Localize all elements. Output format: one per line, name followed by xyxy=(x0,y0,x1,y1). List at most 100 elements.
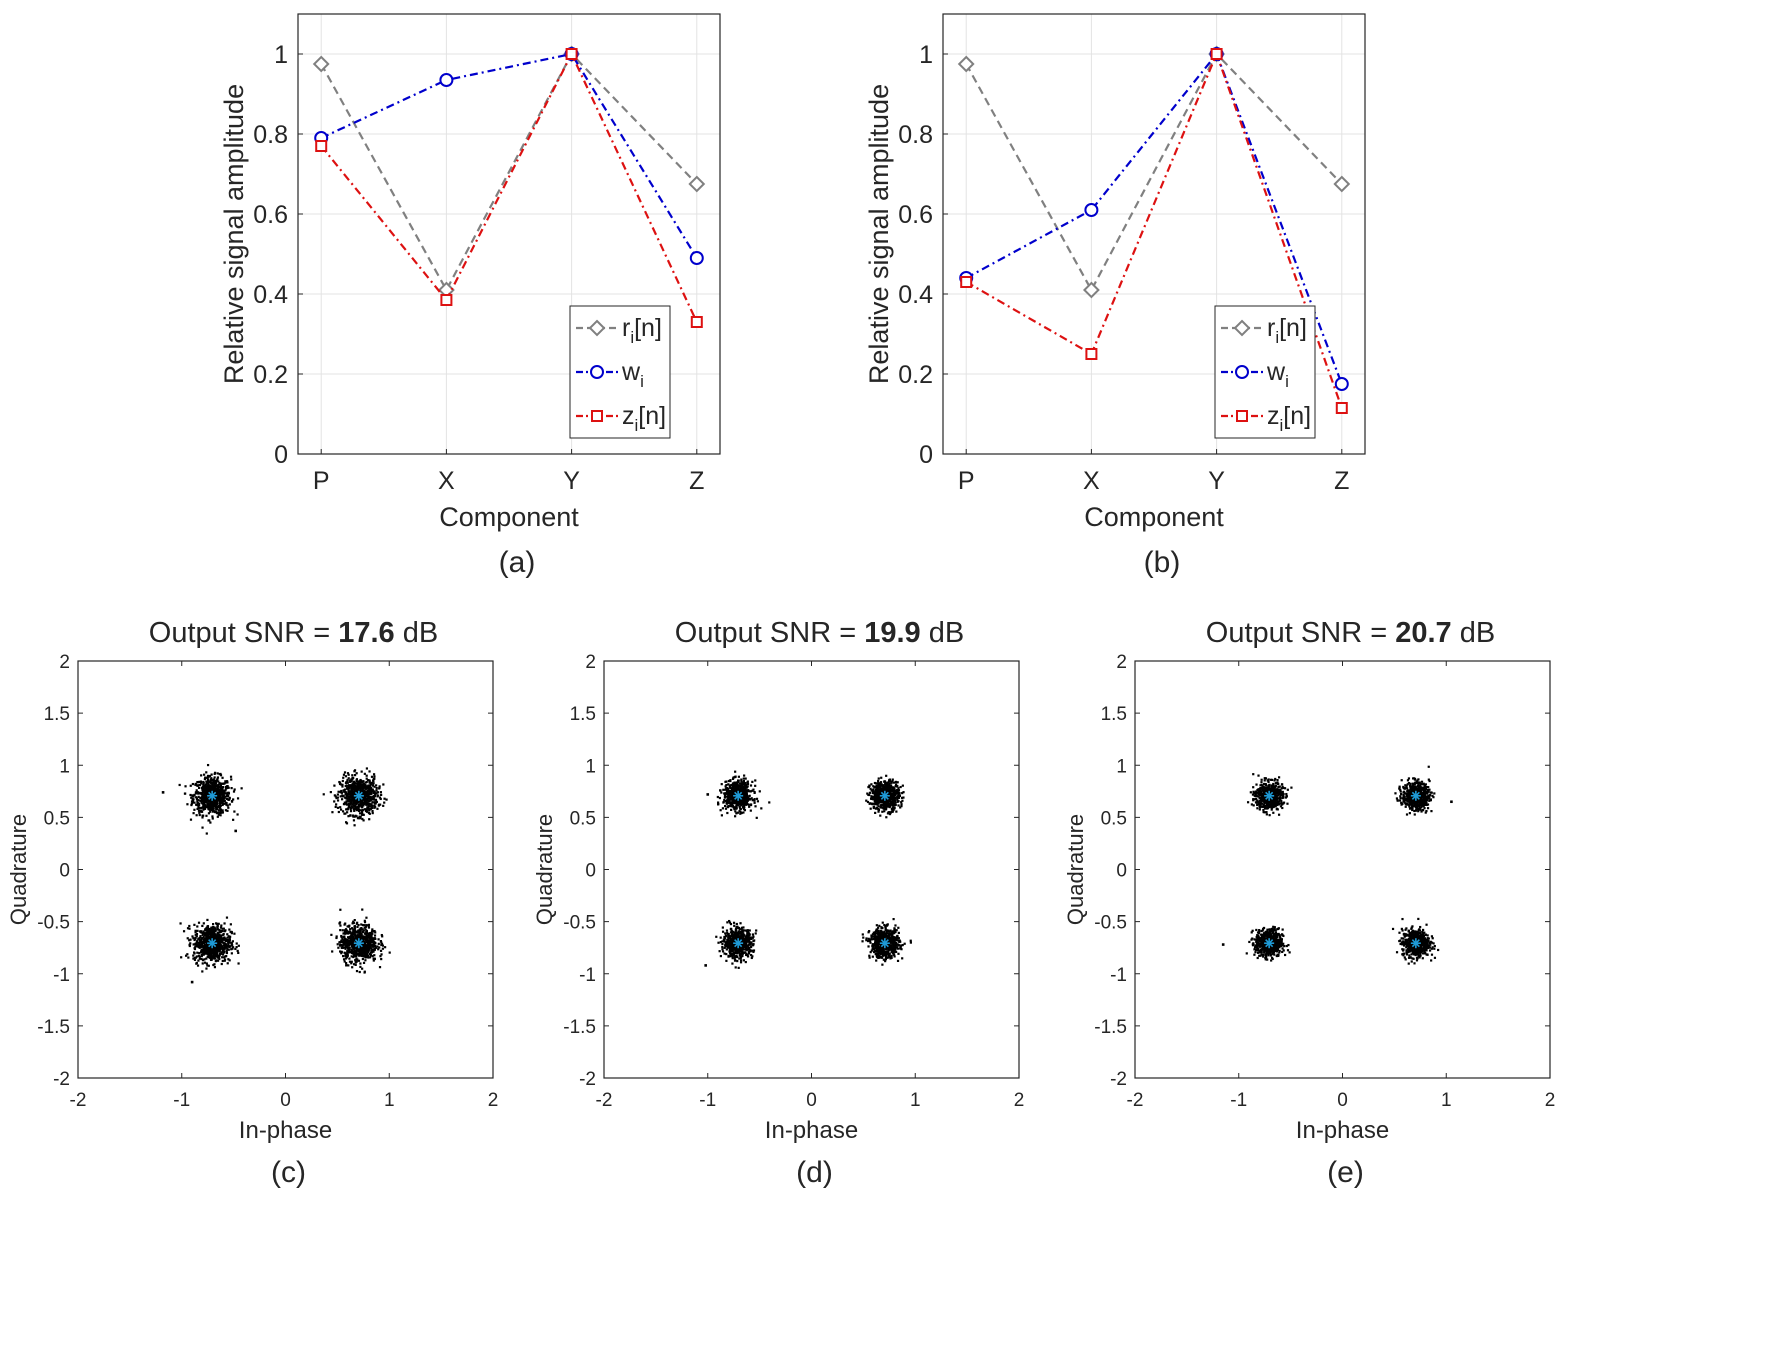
scatter-point xyxy=(352,933,356,936)
scatter-point xyxy=(724,932,727,935)
scatter-point xyxy=(889,955,892,959)
scatter-point xyxy=(358,970,361,974)
scatter-point xyxy=(369,799,372,802)
scatter-point xyxy=(224,789,227,792)
scatter-point xyxy=(894,794,897,797)
legend-entry: ri[n] xyxy=(622,314,662,347)
scatter-point xyxy=(741,954,744,958)
scatter-point xyxy=(884,787,887,790)
scatter-point xyxy=(213,805,216,808)
scatter-point xyxy=(214,930,217,933)
scatter-point xyxy=(371,784,374,787)
scatter-point xyxy=(211,805,214,808)
x-tick-label: P xyxy=(313,467,330,495)
x-tick-label: Z xyxy=(689,467,704,495)
scatter-point xyxy=(189,938,192,941)
scatter-point xyxy=(739,812,742,815)
scatter-point xyxy=(728,948,732,951)
scatter-point xyxy=(740,799,743,802)
scatter-point xyxy=(373,790,376,793)
scatter-point xyxy=(889,957,892,960)
scatter-point xyxy=(743,799,746,802)
scatter-point xyxy=(727,937,730,940)
scatter-point xyxy=(876,799,880,802)
scatter-point xyxy=(335,803,338,806)
scatter-point xyxy=(217,956,220,959)
y-tick-label: 0 xyxy=(274,441,288,469)
scatter-point xyxy=(368,786,371,790)
scatter-point xyxy=(727,801,730,805)
scatter-point xyxy=(731,957,734,960)
scatter-point xyxy=(726,811,729,815)
scatter-point xyxy=(746,929,750,932)
scatter-point xyxy=(350,792,353,796)
scatter-point xyxy=(193,808,196,811)
scatter-point xyxy=(736,959,739,963)
scatter-point xyxy=(235,946,238,949)
scatter-point xyxy=(231,944,234,947)
scatter-point xyxy=(221,809,224,812)
scatter-point xyxy=(367,779,370,782)
scatter-point xyxy=(197,802,200,805)
y-tick-label: 1 xyxy=(59,756,70,777)
scatter-point xyxy=(746,781,749,784)
y-tick-label: -0.5 xyxy=(563,913,596,934)
scatter-point xyxy=(743,774,746,777)
scatter-point xyxy=(195,932,199,936)
scatter-point xyxy=(208,774,212,778)
scatter-point xyxy=(899,806,902,809)
scatter-point xyxy=(209,939,212,942)
scatter-point xyxy=(222,948,225,951)
scatter-point xyxy=(354,937,357,941)
scatter-point xyxy=(196,951,199,954)
scatter-point xyxy=(900,948,903,951)
scatter-point xyxy=(191,795,194,798)
scatter-point xyxy=(370,947,373,950)
scatter-point xyxy=(733,789,737,792)
scatter-point xyxy=(734,782,737,786)
scatter-point xyxy=(734,966,737,969)
scatter-point xyxy=(736,798,739,802)
scatter-point xyxy=(210,781,214,785)
scatter-point xyxy=(227,806,230,809)
scatter-point xyxy=(186,927,190,930)
scatter-point xyxy=(343,941,347,944)
scatter-point xyxy=(752,943,755,946)
scatter-point xyxy=(360,954,363,957)
scatter-point xyxy=(200,774,203,777)
scatter-point xyxy=(365,803,368,806)
scatter-point xyxy=(205,801,208,804)
scatter-point xyxy=(362,946,365,950)
scatter-point xyxy=(224,955,227,958)
scatter-point xyxy=(342,789,345,792)
caption-c: (c) xyxy=(271,1156,306,1189)
scatter-point xyxy=(366,935,369,938)
scatter-point xyxy=(345,797,348,800)
scatter-point xyxy=(747,796,750,799)
scatter-point xyxy=(370,781,374,784)
x-tick-label: 1 xyxy=(384,1090,395,1111)
scatter-point xyxy=(350,789,354,792)
scatter-point xyxy=(885,774,888,777)
scatter-point xyxy=(733,952,736,955)
scatter-point xyxy=(885,803,888,806)
scatter-point xyxy=(720,783,723,786)
scatter-point xyxy=(339,808,343,811)
scatter-point xyxy=(739,802,742,805)
scatter-point xyxy=(367,794,370,798)
scatter-point xyxy=(188,944,191,948)
scatter-point xyxy=(730,794,734,797)
scatter-point xyxy=(738,957,741,960)
scatter-point xyxy=(372,945,375,948)
scatter-point xyxy=(351,966,354,969)
scatter-point xyxy=(725,948,728,951)
scatter-point xyxy=(359,965,362,969)
scatter-point xyxy=(343,788,347,791)
scatter-point xyxy=(372,796,375,800)
scatter-point xyxy=(357,809,361,813)
scatter-point xyxy=(198,780,201,784)
scatter-point xyxy=(730,792,733,795)
scatter-point xyxy=(382,783,385,786)
scatter-point xyxy=(726,931,729,934)
scatter-point xyxy=(213,945,216,949)
